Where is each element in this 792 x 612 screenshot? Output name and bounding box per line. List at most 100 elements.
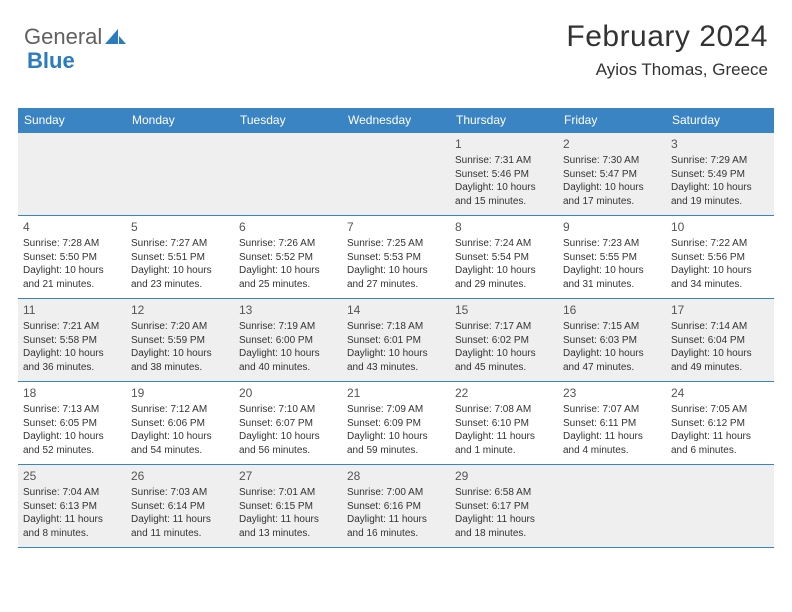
day-number: 26 [131, 468, 229, 484]
weekday-label: Thursday [450, 108, 558, 133]
day-daylight: Daylight: 10 hours and 19 minutes. [671, 181, 769, 208]
day-number: 20 [239, 385, 337, 401]
calendar-day-empty [18, 133, 126, 215]
day-sunrise: Sunrise: 7:10 AM [239, 403, 337, 417]
calendar-day: 18Sunrise: 7:13 AMSunset: 6:05 PMDayligh… [18, 382, 126, 464]
day-sunset: Sunset: 5:47 PM [563, 168, 661, 182]
calendar-day: 2 Sunrise: 7:30 AMSunset: 5:47 PMDaylight… [558, 133, 666, 215]
day-sunset: Sunset: 6:03 PM [563, 334, 661, 348]
day-sunset: Sunset: 6:04 PM [671, 334, 769, 348]
day-number: 27 [239, 468, 337, 484]
day-sunset: Sunset: 6:11 PM [563, 417, 661, 431]
day-number: 22 [455, 385, 553, 401]
calendar-day: 10Sunrise: 7:22 AMSunset: 5:56 PMDayligh… [666, 216, 774, 298]
day-sunset: Sunset: 6:15 PM [239, 500, 337, 514]
weekday-label: Monday [126, 108, 234, 133]
day-number: 3 [671, 136, 769, 152]
day-daylight: Daylight: 10 hours and 54 minutes. [131, 430, 229, 457]
calendar-day: 4Sunrise: 7:28 AMSunset: 5:50 PMDaylight… [18, 216, 126, 298]
day-number: 12 [131, 302, 229, 318]
day-daylight: Daylight: 10 hours and 59 minutes. [347, 430, 445, 457]
day-number: 19 [131, 385, 229, 401]
calendar-day: 16Sunrise: 7:15 AMSunset: 6:03 PMDayligh… [558, 299, 666, 381]
calendar: SundayMondayTuesdayWednesdayThursdayFrid… [18, 108, 774, 548]
day-number: 8 [455, 219, 553, 235]
day-sunset: Sunset: 6:17 PM [455, 500, 553, 514]
calendar-day: 20Sunrise: 7:10 AMSunset: 6:07 PMDayligh… [234, 382, 342, 464]
day-sunrise: Sunrise: 7:23 AM [563, 237, 661, 251]
day-number: 9 [563, 219, 661, 235]
calendar-week: 1Sunrise: 7:31 AMSunset: 5:46 PMDaylight… [18, 133, 774, 216]
day-number: 4 [23, 219, 121, 235]
weekday-label: Tuesday [234, 108, 342, 133]
day-daylight: Daylight: 10 hours and 36 minutes. [23, 347, 121, 374]
day-sunset: Sunset: 5:55 PM [563, 251, 661, 265]
day-sunrise: Sunrise: 7:24 AM [455, 237, 553, 251]
day-number: 1 [455, 136, 553, 152]
day-number: 14 [347, 302, 445, 318]
calendar-day: 23Sunrise: 7:07 AMSunset: 6:11 PMDayligh… [558, 382, 666, 464]
day-sunrise: Sunrise: 7:19 AM [239, 320, 337, 334]
calendar-day: 7Sunrise: 7:25 AMSunset: 5:53 PMDaylight… [342, 216, 450, 298]
day-sunset: Sunset: 6:02 PM [455, 334, 553, 348]
day-daylight: Daylight: 10 hours and 25 minutes. [239, 264, 337, 291]
calendar-day: 12Sunrise: 7:20 AMSunset: 5:59 PMDayligh… [126, 299, 234, 381]
day-sunset: Sunset: 5:49 PM [671, 168, 769, 182]
day-sunset: Sunset: 6:06 PM [131, 417, 229, 431]
day-daylight: Daylight: 10 hours and 47 minutes. [563, 347, 661, 374]
day-sunset: Sunset: 6:01 PM [347, 334, 445, 348]
day-sunset: Sunset: 5:53 PM [347, 251, 445, 265]
day-daylight: Daylight: 10 hours and 27 minutes. [347, 264, 445, 291]
day-daylight: Daylight: 11 hours and 6 minutes. [671, 430, 769, 457]
day-daylight: Daylight: 10 hours and 31 minutes. [563, 264, 661, 291]
day-sunset: Sunset: 5:56 PM [671, 251, 769, 265]
day-number: 10 [671, 219, 769, 235]
day-number: 16 [563, 302, 661, 318]
calendar-day-empty [126, 133, 234, 215]
calendar-day: 15Sunrise: 7:17 AMSunset: 6:02 PMDayligh… [450, 299, 558, 381]
day-daylight: Daylight: 11 hours and 16 minutes. [347, 513, 445, 540]
calendar-day: 8 Sunrise: 7:24 AMSunset: 5:54 PMDaylight… [450, 216, 558, 298]
calendar-day: 26Sunrise: 7:03 AMSunset: 6:14 PMDayligh… [126, 465, 234, 547]
day-number: 25 [23, 468, 121, 484]
calendar-day: 28Sunrise: 7:00 AMSunset: 6:16 PMDayligh… [342, 465, 450, 547]
day-sunrise: Sunrise: 7:08 AM [455, 403, 553, 417]
day-sunset: Sunset: 6:00 PM [239, 334, 337, 348]
day-daylight: Daylight: 11 hours and 1 minute. [455, 430, 553, 457]
calendar-day: 3Sunrise: 7:29 AMSunset: 5:49 PMDaylight… [666, 133, 774, 215]
day-sunrise: Sunrise: 7:18 AM [347, 320, 445, 334]
day-number: 7 [347, 219, 445, 235]
day-sunrise: Sunrise: 7:27 AM [131, 237, 229, 251]
day-number: 11 [23, 302, 121, 318]
day-number: 21 [347, 385, 445, 401]
day-sunset: Sunset: 5:46 PM [455, 168, 553, 182]
day-sunrise: Sunrise: 7:26 AM [239, 237, 337, 251]
day-daylight: Daylight: 10 hours and 21 minutes. [23, 264, 121, 291]
day-sunset: Sunset: 6:12 PM [671, 417, 769, 431]
calendar-day-empty [234, 133, 342, 215]
day-daylight: Daylight: 10 hours and 17 minutes. [563, 181, 661, 208]
calendar-day: 22Sunrise: 7:08 AMSunset: 6:10 PMDayligh… [450, 382, 558, 464]
day-number: 2 [563, 136, 661, 152]
day-daylight: Daylight: 10 hours and 29 minutes. [455, 264, 553, 291]
weekday-label: Saturday [666, 108, 774, 133]
day-sunrise: Sunrise: 7:30 AM [563, 154, 661, 168]
day-sunrise: Sunrise: 7:01 AM [239, 486, 337, 500]
day-sunset: Sunset: 5:51 PM [131, 251, 229, 265]
day-sunrise: Sunrise: 7:13 AM [23, 403, 121, 417]
calendar-day: 24Sunrise: 7:05 AMSunset: 6:12 PMDayligh… [666, 382, 774, 464]
day-sunset: Sunset: 5:52 PM [239, 251, 337, 265]
day-daylight: Daylight: 11 hours and 13 minutes. [239, 513, 337, 540]
day-sunrise: Sunrise: 7:14 AM [671, 320, 769, 334]
day-sunrise: Sunrise: 7:04 AM [23, 486, 121, 500]
day-sunrise: Sunrise: 7:03 AM [131, 486, 229, 500]
day-number: 17 [671, 302, 769, 318]
calendar-day: 29Sunrise: 6:58 AMSunset: 6:17 PMDayligh… [450, 465, 558, 547]
weekday-label: Sunday [18, 108, 126, 133]
day-sunrise: Sunrise: 7:05 AM [671, 403, 769, 417]
weekday-label: Friday [558, 108, 666, 133]
day-daylight: Daylight: 10 hours and 56 minutes. [239, 430, 337, 457]
day-sunset: Sunset: 5:54 PM [455, 251, 553, 265]
weekday-header: SundayMondayTuesdayWednesdayThursdayFrid… [18, 108, 774, 133]
day-sunset: Sunset: 6:14 PM [131, 500, 229, 514]
